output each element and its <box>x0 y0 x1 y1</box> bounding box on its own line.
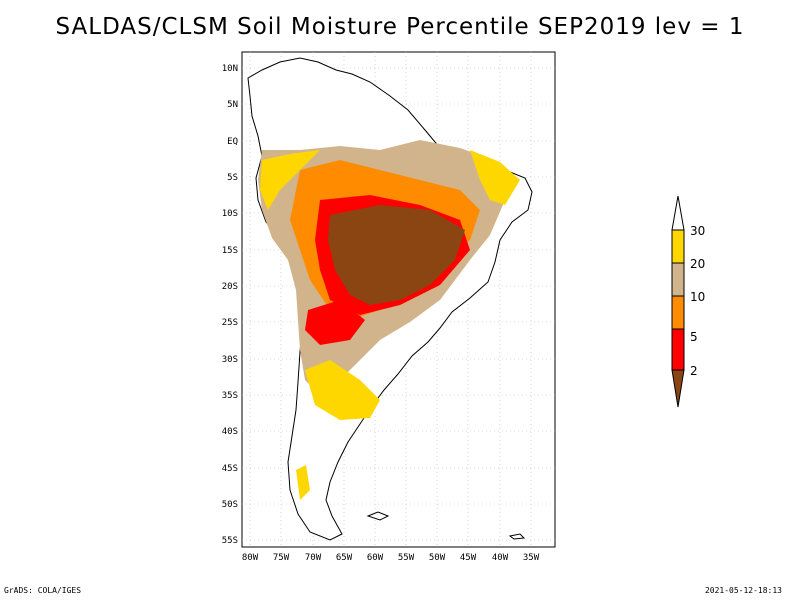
lon-tick-label: 40W <box>492 553 509 563</box>
lat-tick-label: 15S <box>222 246 238 256</box>
field-yellow-south <box>305 360 380 420</box>
legend-swatch-2-5 <box>671 328 685 371</box>
lat-tick-label: 5S <box>227 173 238 183</box>
lon-tick-label: 50W <box>429 553 446 563</box>
lat-tick-label: 25S <box>222 318 238 328</box>
legend-swatch-above30 <box>671 195 685 231</box>
legend-swatch-5-10 <box>671 295 685 330</box>
legend-label: 20 <box>690 257 705 271</box>
map-title: SALDAS/CLSM Soil Moisture Percentile SEP… <box>55 14 745 40</box>
color-legend: 30 20 10 5 2 <box>671 195 705 408</box>
lon-tick-label: 70W <box>305 553 322 563</box>
legend-label: 30 <box>690 224 705 238</box>
lat-tick-label: 45S <box>222 464 238 474</box>
falkland-islands <box>366 511 390 521</box>
lat-tick-label: 5N <box>227 100 238 110</box>
south-georgia <box>508 533 526 540</box>
lon-tick-label: 35W <box>523 553 540 563</box>
legend-swatch-10-20 <box>671 262 685 297</box>
legend-label: 5 <box>690 330 698 344</box>
lat-tick-label: EQ <box>227 137 238 147</box>
lat-tick-label: 50S <box>222 500 238 510</box>
lat-tick-label: 10S <box>222 209 238 219</box>
legend-swatch-20-30 <box>671 229 685 264</box>
percentile-field <box>258 140 520 500</box>
lon-axis: 80W 75W 70W 65W 60W 55W 50W 45W 40W 35W <box>242 553 540 563</box>
legend-label: 10 <box>690 290 705 304</box>
field-brown <box>328 205 465 305</box>
field-orange-patagonia <box>296 465 310 500</box>
footer-timestamp: 2021-05-12-18:13 <box>704 586 782 595</box>
lat-tick-label: 40S <box>222 427 238 437</box>
lon-tick-label: 45W <box>460 553 477 563</box>
lon-tick-label: 55W <box>398 553 415 563</box>
lat-tick-label: 55S <box>222 536 238 546</box>
lon-tick-label: 75W <box>273 553 290 563</box>
lon-tick-label: 60W <box>367 553 384 563</box>
field-yellow-east <box>470 150 520 205</box>
lat-tick-label: 30S <box>222 355 238 365</box>
legend-swatch-below2 <box>671 369 685 408</box>
field-yellow-north <box>260 150 320 210</box>
footer-credit: GrADS: COLA/IGES <box>4 586 82 595</box>
lat-axis: 10N 5N EQ 5S 10S 15S 20S 25S 30S 35S 40S… <box>222 64 238 546</box>
lon-tick-label: 80W <box>242 553 259 563</box>
lon-tick-label: 65W <box>336 553 353 563</box>
legend-label: 2 <box>690 364 698 378</box>
field-red-south <box>305 300 365 345</box>
lat-tick-label: 20S <box>222 282 238 292</box>
lat-tick-label: 10N <box>222 64 238 74</box>
lat-tick-label: 35S <box>222 391 238 401</box>
